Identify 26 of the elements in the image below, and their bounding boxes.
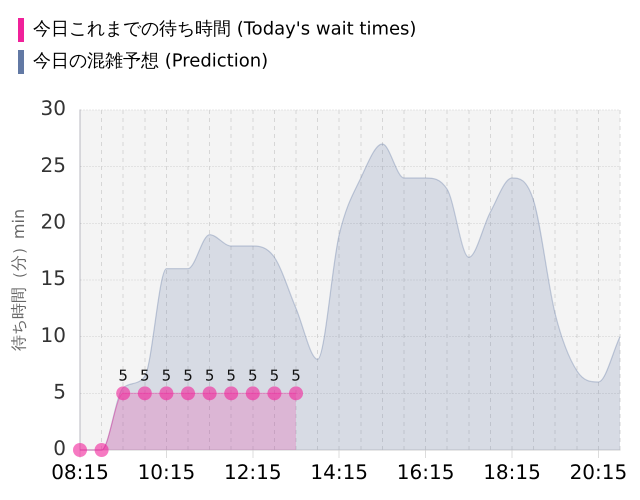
y-tick-label: 15 bbox=[40, 266, 66, 290]
data-label: 5 bbox=[140, 366, 150, 385]
data-label: 5 bbox=[204, 366, 214, 385]
y-axis-title: 待ち時間（分）min bbox=[8, 208, 28, 352]
legend-label: 今日これまでの待ち時間 (Today's wait times) bbox=[33, 18, 416, 40]
x-tick-label: 08:15 bbox=[51, 460, 109, 484]
x-tick-label: 18:15 bbox=[483, 460, 541, 484]
legend-label: 今日の混雑予想 (Prediction) bbox=[33, 50, 268, 72]
x-tick-label: 12:15 bbox=[224, 460, 282, 484]
data-label: 5 bbox=[183, 366, 193, 385]
data-label: 5 bbox=[118, 366, 128, 385]
y-tick-label: 30 bbox=[40, 96, 66, 120]
data-label: 5 bbox=[270, 366, 280, 385]
x-tick-label: 14:15 bbox=[310, 460, 368, 484]
y-tick-label: 25 bbox=[40, 152, 66, 177]
x-tick-label: 16:15 bbox=[396, 460, 454, 484]
data-label: 5 bbox=[226, 366, 236, 385]
y-tick-label: 0 bbox=[53, 436, 66, 460]
data-label: 5 bbox=[291, 366, 301, 385]
x-tick-label: 10:15 bbox=[138, 460, 196, 484]
y-tick-label: 10 bbox=[40, 322, 66, 347]
data-label: 5 bbox=[162, 366, 172, 385]
data-label: 5 bbox=[248, 366, 258, 385]
y-tick-label: 5 bbox=[53, 380, 66, 404]
x-tick-label: 20:15 bbox=[570, 460, 628, 484]
y-tick-label: 20 bbox=[40, 210, 66, 234]
